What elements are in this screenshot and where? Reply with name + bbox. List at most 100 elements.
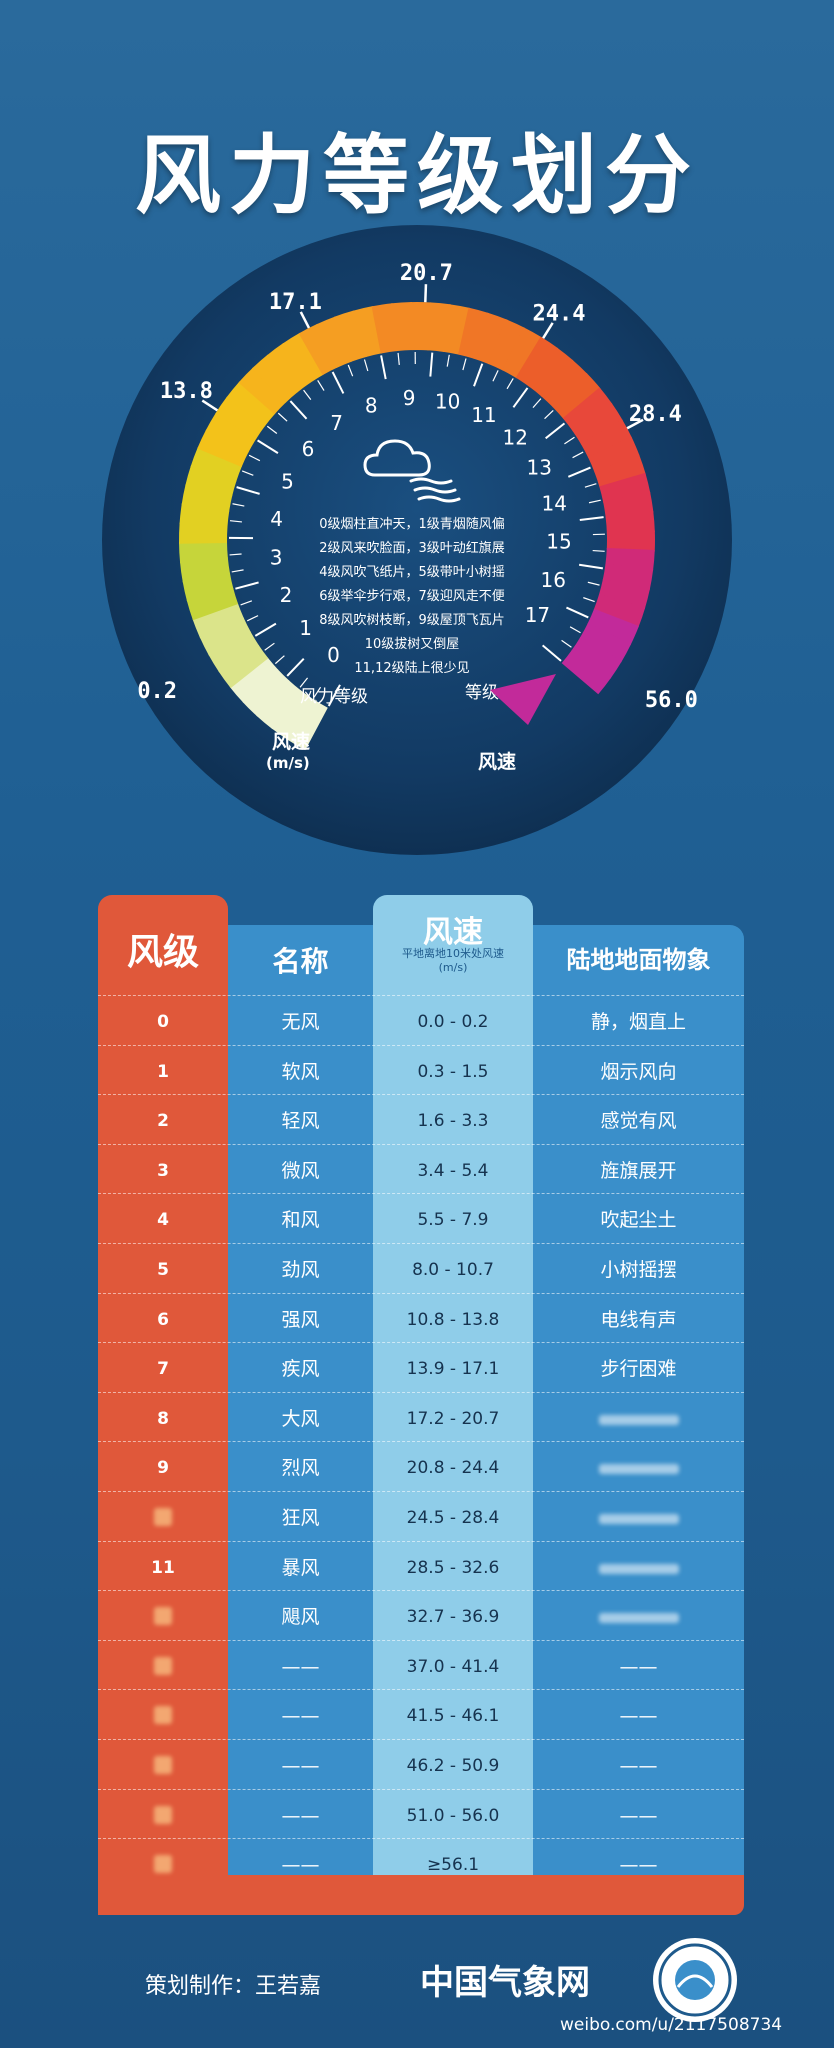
land-cell: —— [619,1854,658,1877]
gauge-tick [572,451,584,459]
gauge-tick [317,380,325,391]
name-cell: 飓风 [281,1606,320,1629]
table-row: 4 和风 5.5 - 7.9 吹起尘土 [98,1193,744,1243]
gauge-level-label: 12 [502,425,527,449]
gauge-tick [229,553,242,556]
gauge-speed-tick [201,399,219,412]
gauge-tick [545,422,566,440]
table-bottom-band [98,1875,744,1915]
speed-cell: 10.8 - 13.8 [406,1309,500,1330]
gauge-speed-label: 20.7 [400,261,453,286]
gauge-arc-segment [226,381,276,427]
speed-cell: 20.8 - 24.4 [406,1458,500,1479]
blurred-level-glyph [154,1607,172,1626]
gauge-tick [506,378,514,390]
gauge-tick [241,470,254,476]
table-row: —— 41.5 - 46.1 —— [98,1689,744,1739]
gauge-arc-segment [502,327,543,379]
credit-text: 策划制作：王若嘉 [145,1974,322,1999]
gauge-tick [229,520,242,523]
level-cell [98,1790,228,1839]
name-cell: 劲风 [281,1258,320,1281]
level-cell [98,1690,228,1739]
gauge-tick [331,371,345,394]
gauge-tick [462,358,467,371]
gauge-level-label: 1 [299,616,312,640]
name-cell: 烈风 [281,1457,320,1480]
page-title: 风力等级划分 [135,126,699,226]
speed-cell: ≥56.1 [426,1855,480,1876]
gauge-arc-segment [371,303,398,354]
name-cell: 疾风 [281,1358,320,1381]
speed-column [373,895,533,1875]
gauge-speed-tick [299,311,311,329]
gauge-tick [266,425,278,435]
gauge-level-label: 6 [302,437,315,461]
level-cell: 5 [157,1259,169,1280]
gauge-tick [561,639,572,648]
gauge-arc-segment [282,332,324,384]
gauge-arc-segment [442,304,471,355]
gauge-level-label: 8 [365,394,378,418]
header-level: 风级 [126,932,199,973]
gauge-arc-segment [588,436,640,473]
gauge-level-label: 16 [541,568,566,592]
gauge-tick [492,370,499,382]
gauge-level-label: 14 [541,491,566,515]
level-cell: 9 [157,1458,169,1479]
gauge-tick [232,503,245,507]
level-cell: 7 [157,1359,169,1380]
gauge-arc-segment [580,419,632,459]
name-cell: —— [281,1854,320,1877]
gauge-arc-segment [192,602,244,639]
desc-line-1: 2级风来吹脸面，3级叶动红旗展 [319,540,505,556]
gauge-tick [257,439,279,454]
table-row: 飓风 32.7 - 36.9 [98,1590,744,1640]
gauge-arc-segment [316,316,353,368]
land-cell: 电线有声 [600,1308,677,1331]
gauge-tick [363,359,369,372]
name-cell: —— [281,1705,320,1728]
gauge-level-label: 5 [281,470,294,494]
gauge-arc-segment [179,557,231,583]
gauge-tick [579,516,604,522]
name-cell: 微风 [281,1159,320,1182]
gauge-tick [588,499,601,504]
land-cell [533,1442,744,1491]
gauge-arc-segment [579,622,632,663]
gauge-arc-segment [572,402,623,445]
gauge-arc-segment [606,530,656,552]
desc-line-3: 6级举伞步行艰，7级迎风走不便 [319,588,505,604]
gauge-arc-segment [598,578,650,610]
level-cell: 2 [157,1111,169,1132]
gauge-tick [240,600,253,606]
gauge-arc-segment [334,310,367,362]
land-cell: —— [619,1655,658,1678]
level-label-left: 风力等级 [300,687,368,707]
gauge-arc-segment [552,372,601,420]
table-row: 5 劲风 8.0 - 10.7 小树摇摆 [98,1242,744,1293]
gauge-tick [544,410,554,420]
gauge-tick [236,486,260,495]
gauge-arc-segment [458,307,489,359]
wind-description: 0级烟柱直冲天，1级青烟随风偏 2级风来吹脸面，3级叶动红旗展 4级风吹飞纸片，… [319,517,505,676]
gauge-level-label: 17 [525,603,550,627]
speed-cell: 17.2 - 20.7 [406,1408,500,1429]
table-row: 狂风 24.5 - 28.4 [98,1490,744,1541]
gauge-arc-segment [266,342,311,393]
table-row: —— 46.2 - 50.9 —— [98,1738,744,1789]
gauge-arc-segment [242,669,290,717]
gauge-level-label: 0 [327,643,340,667]
speed-label-left: 风速 [272,730,310,753]
blurred-level-glyph [154,1656,172,1675]
gauge-arc-segment [208,631,260,673]
level-cell: 0 [157,1012,169,1032]
gauge-arc-segment [390,302,414,352]
blurred-level-glyph [154,1507,172,1526]
gauge-tick [566,606,589,619]
gauge-level-label: 15 [546,530,571,554]
table-row: —— ≥56.1 —— [98,1838,744,1888]
name-cell: 狂风 [281,1506,320,1529]
land-cell: —— [619,1754,658,1777]
land-cell [533,1393,744,1442]
